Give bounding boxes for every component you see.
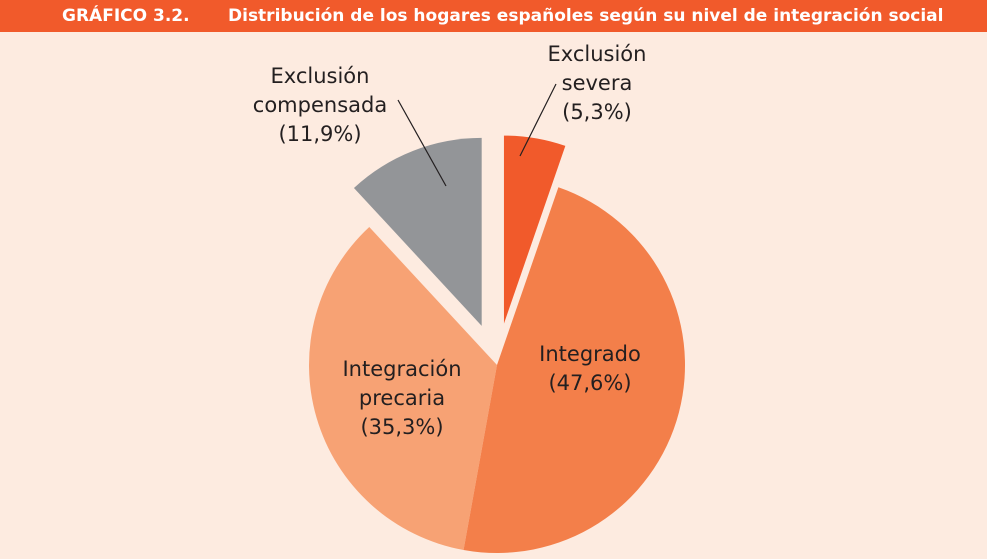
pie-slice xyxy=(503,135,566,324)
category-label: Exclusión severa xyxy=(547,42,647,95)
value-label: (11,9%) xyxy=(278,122,362,146)
category-label: Exclusión compensada xyxy=(252,64,388,117)
slice-label: Integrado (47,6%) xyxy=(505,340,675,398)
value-label: (35,3%) xyxy=(360,415,444,439)
value-label: (47,6%) xyxy=(548,371,632,395)
slice-label: Exclusión severa (5,3%) xyxy=(532,40,662,127)
pie-slice xyxy=(463,187,685,553)
chart-title: Distribución de los hogares españoles se… xyxy=(228,6,944,26)
figure-label: GRÁFICO 3.2. xyxy=(62,6,190,26)
category-label: Integrado xyxy=(539,342,641,366)
pie-slice xyxy=(353,137,482,326)
value-label: (5,3%) xyxy=(562,100,632,124)
title-bar: GRÁFICO 3.2. Distribución de los hogares… xyxy=(0,0,987,32)
slice-label: Exclusión compensada (11,9%) xyxy=(240,62,400,149)
category-label: Integración precaria xyxy=(342,357,462,410)
leader-line xyxy=(519,83,557,157)
slice-label: Integración precaria (35,3%) xyxy=(317,355,487,442)
leader-line xyxy=(397,99,447,187)
pie-slice xyxy=(308,227,497,550)
